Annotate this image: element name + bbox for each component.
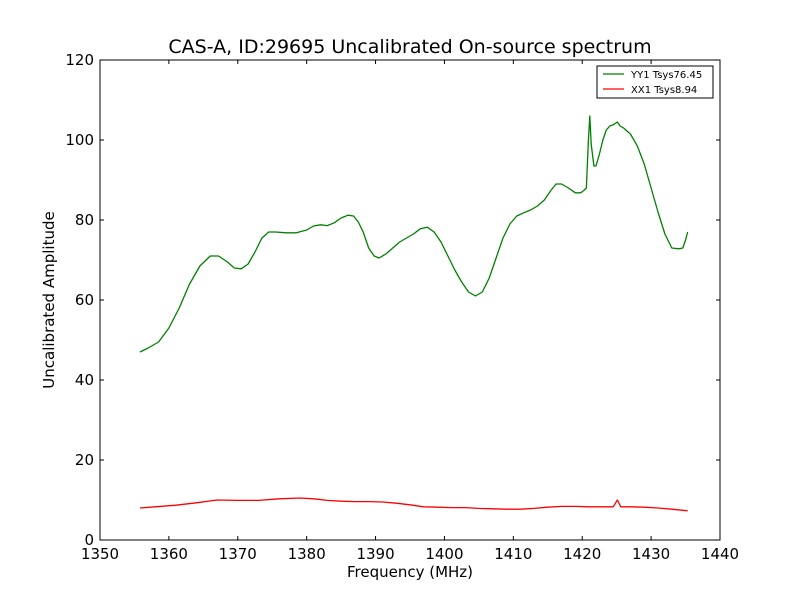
y-tick-label: 0 [84,531,94,549]
x-tick-label: 1410 [494,545,532,563]
series-line-yy1 [139,115,689,353]
plot-frame [99,59,721,541]
x-tick-label: 1420 [563,545,601,563]
y-tick-label: 40 [75,371,94,389]
x-axis-label: Frequency (MHz) [347,563,473,581]
x-tick-label: 1380 [288,545,326,563]
x-tick-label: 1430 [632,545,670,563]
legend-label-xx1: XX1 Tsys8.94 [631,85,697,96]
series-layer [139,115,689,512]
x-tick-label: 1390 [356,545,394,563]
y-tick-label: 100 [65,131,94,149]
y-tick-label: 80 [75,211,94,229]
y-tick-label: 20 [75,451,94,469]
chart-title: CAS-A, ID:29695 Uncalibrated On-source s… [168,36,651,58]
series-line-xx1 [139,497,688,512]
x-tick-label: 1370 [219,545,257,563]
y-tick-label: 120 [65,51,94,69]
ticks-layer: 1350 1360 1370 1380 1390 1400 1410 1420 1430 1440… [65,51,739,563]
legend-label-yy1: YY1 Tsys76.45 [630,70,702,81]
x-tick-label: 1350 [81,545,119,563]
x-tick-label: 1400 [425,545,463,563]
y-tick-label: 60 [75,291,94,309]
legend-box [596,65,714,99]
x-tick-label: 1440 [701,545,739,563]
x-tick-label: 1360 [150,545,188,563]
legend: YY1 Tsys76.45 XX1 Tsys8.94 [596,65,714,99]
y-axis-label: Uncalibrated Amplitude [40,211,58,388]
